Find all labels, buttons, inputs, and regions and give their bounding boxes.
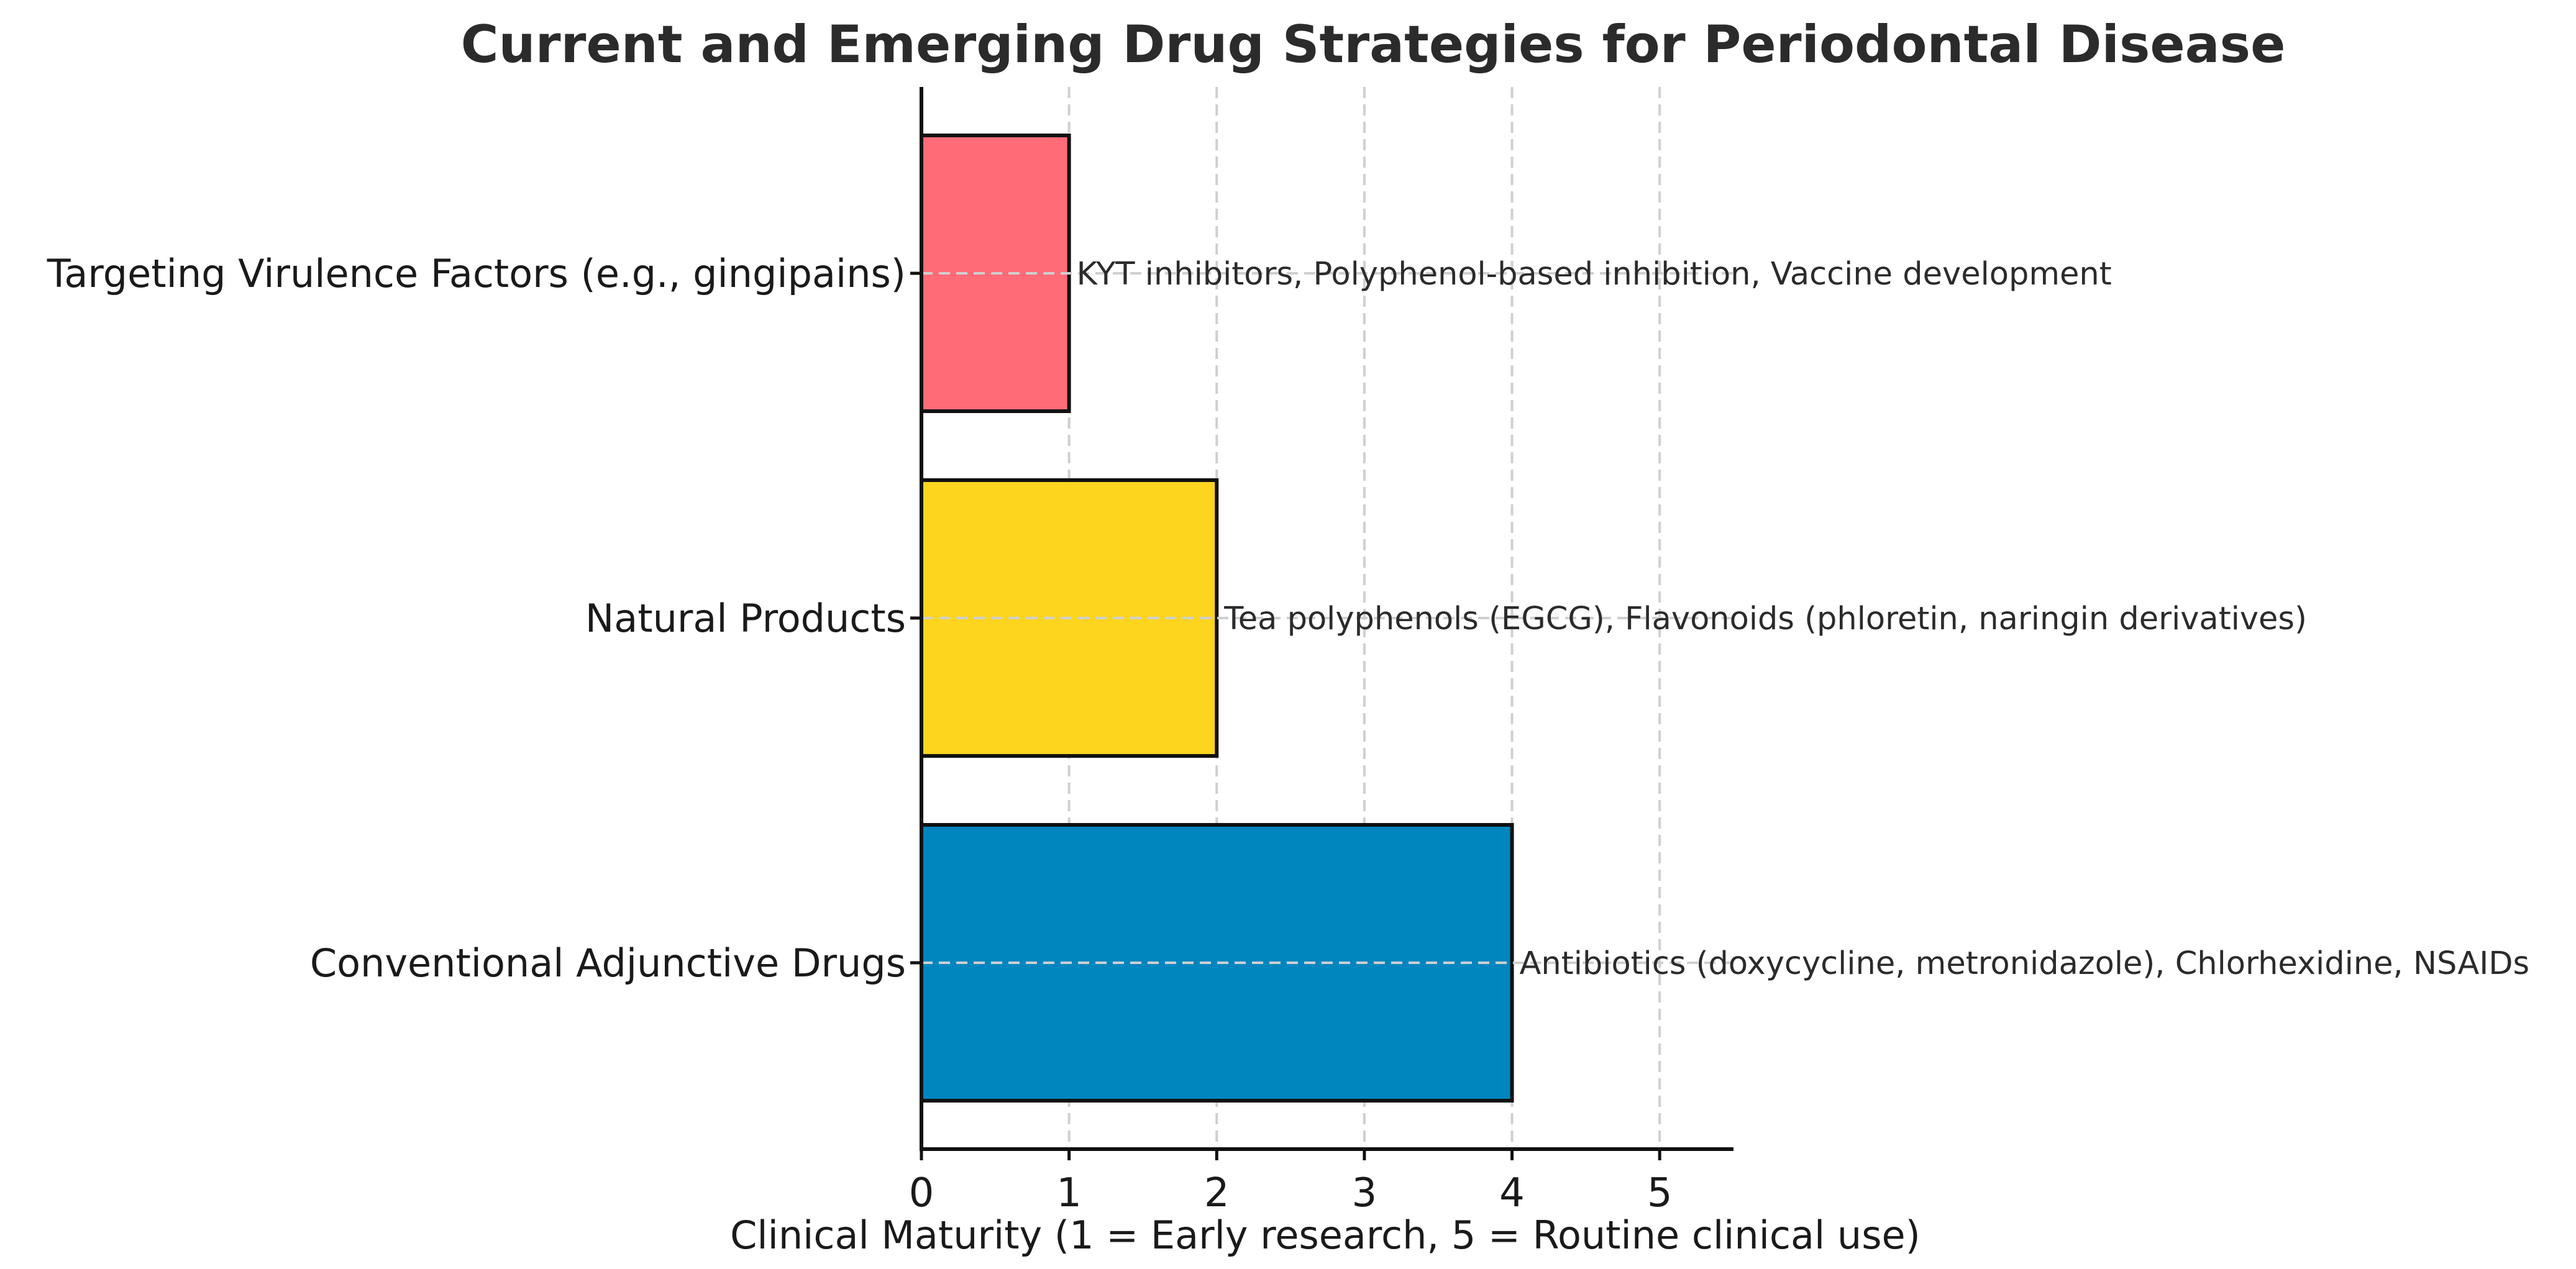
labels-layer: 0 1 2 3 4 5 Conventional Adjunctive Drugs Antib… <box>47 251 2529 1216</box>
category-label: Conventional Adjunctive Drugs <box>310 940 906 986</box>
axes-layer <box>910 87 1733 1160</box>
hgrid-layer <box>921 272 1733 964</box>
bar-annotation: KYT inhibitors, Polyphenol-based inhibit… <box>1077 256 2112 293</box>
x-tick-label: 2 <box>1204 1170 1230 1216</box>
x-tick-label: 0 <box>909 1170 934 1216</box>
category-label: Targeting Virulence Factors (e.g., gingi… <box>47 251 906 296</box>
x-tick-label: 5 <box>1647 1170 1673 1216</box>
bar-annotation: Tea polyphenols (EGCG), Flavonoids (phlo… <box>1223 601 2307 637</box>
x-axis-label: Clinical Maturity (1 = Early research, 5… <box>730 1212 1921 1258</box>
bar-annotation: Antibiotics (doxycycline, metronidazole)… <box>1520 945 2530 982</box>
chart-title: Current and Emerging Drug Strategies for… <box>461 14 2286 75</box>
x-tick-label: 1 <box>1056 1170 1082 1216</box>
x-tick-label: 3 <box>1352 1170 1377 1216</box>
category-label: Natural Products <box>585 596 906 641</box>
x-tick-label: 4 <box>1499 1170 1525 1216</box>
